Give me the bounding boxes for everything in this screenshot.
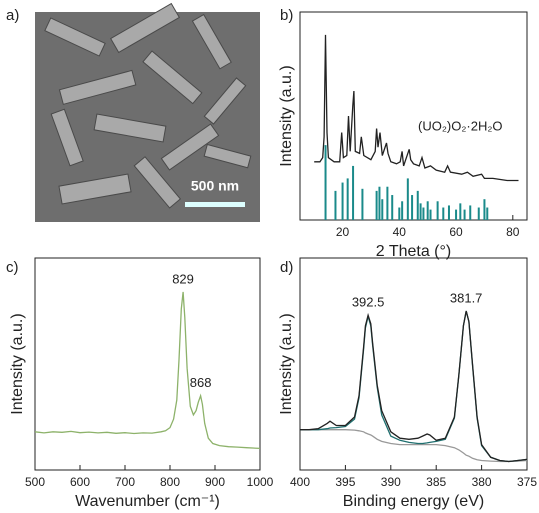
scale-bar	[185, 202, 245, 207]
x-tick-label: 800	[160, 475, 180, 489]
x-tick-label: 40	[393, 225, 407, 239]
sem-image: 500 nm	[35, 2, 260, 222]
plot-frame	[34, 257, 261, 471]
panel-label: a)	[6, 7, 19, 24]
x-tick-label: 500	[25, 475, 45, 489]
x-tick-label: 380	[472, 475, 492, 489]
peak-label: 829	[172, 271, 194, 286]
x-axis-label: 2 Theta (°)	[376, 243, 451, 260]
data-line	[300, 429, 528, 463]
x-tick-label: 395	[335, 475, 355, 489]
x-tick-label: 20	[336, 225, 350, 239]
y-axis-label: Intensity (a.u.)	[9, 313, 26, 414]
peak-label: 868	[190, 375, 212, 390]
sem-crystals	[44, 2, 252, 209]
peak-label: 392.5	[352, 295, 385, 310]
x-tick-label: 375	[517, 475, 537, 489]
panel-label: d)	[280, 259, 293, 276]
x-tick-label: 80	[506, 225, 520, 239]
x-tick-label: 700	[115, 475, 135, 489]
x-tick-label: 900	[205, 475, 225, 489]
x-tick-label: 60	[449, 225, 463, 239]
plot-frame	[299, 11, 528, 221]
x-tick-label: 385	[426, 475, 446, 489]
peak-label: 381.7	[450, 290, 483, 305]
x-tick-label: 400	[290, 475, 310, 489]
y-axis-label: Intensity (a.u.)	[278, 313, 295, 414]
x-tick-label: 600	[70, 475, 90, 489]
annotation: (UO₂)O₂·2H₂O	[418, 118, 502, 133]
data-line	[314, 34, 519, 182]
panel-label: c)	[6, 259, 19, 276]
x-tick-label: 1000	[247, 475, 274, 489]
plot-frame	[299, 257, 528, 471]
x-axis-label: Wavenumber (cm⁻¹)	[75, 493, 220, 510]
panel-label: b)	[280, 7, 293, 24]
data-line	[34, 291, 261, 450]
data-line	[300, 310, 528, 463]
x-tick-label: 390	[381, 475, 401, 489]
x-axis-label: Binding energy (eV)	[343, 493, 484, 510]
scale-bar-label: 500 nm	[191, 178, 239, 194]
y-axis-label: Intensity (a.u.)	[278, 65, 295, 166]
